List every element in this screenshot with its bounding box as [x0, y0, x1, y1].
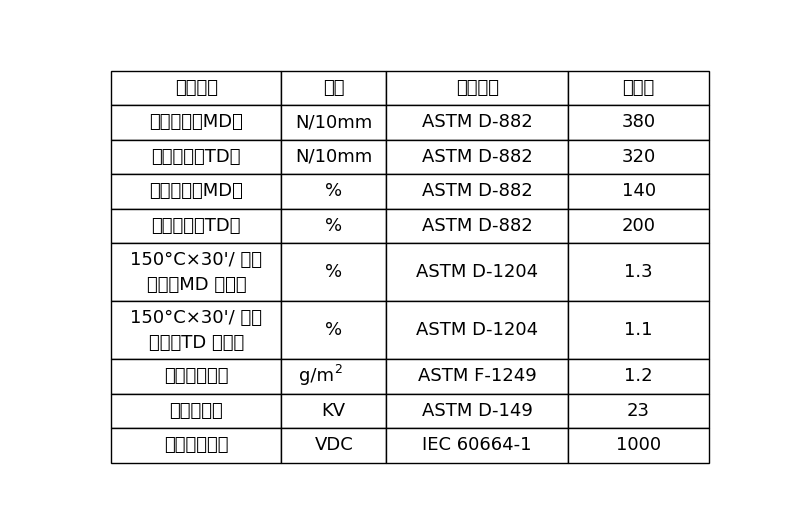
Text: ASTM F-1249: ASTM F-1249 — [418, 367, 537, 385]
Text: 150°C×30'/ 热收
缩性（MD 方向）: 150°C×30'/ 热收 缩性（MD 方向） — [130, 251, 262, 294]
Bar — [568, 359, 709, 394]
Bar — [111, 139, 282, 174]
Bar — [282, 301, 386, 359]
Text: %: % — [326, 321, 342, 339]
Text: ASTM D-1204: ASTM D-1204 — [416, 321, 538, 339]
Bar — [568, 71, 709, 105]
Text: 单位: 单位 — [323, 79, 345, 97]
Text: 破裂强度（MD）: 破裂强度（MD） — [150, 114, 243, 131]
Text: ASTM D-882: ASTM D-882 — [422, 148, 533, 166]
Text: 测试方法: 测试方法 — [456, 79, 498, 97]
Text: 1000: 1000 — [616, 436, 661, 455]
Bar — [111, 243, 282, 301]
Text: %: % — [326, 182, 342, 200]
Text: 局部放电测试: 局部放电测试 — [164, 436, 229, 455]
Bar — [568, 209, 709, 243]
Text: 破裂强度（TD）: 破裂强度（TD） — [151, 148, 241, 166]
Bar — [111, 394, 282, 428]
Bar — [282, 174, 386, 209]
Text: 耐电压测试: 耐电压测试 — [170, 402, 223, 420]
Bar — [568, 243, 709, 301]
Text: VDC: VDC — [314, 436, 353, 455]
Bar — [386, 243, 568, 301]
Bar — [386, 359, 568, 394]
Bar — [386, 71, 568, 105]
Bar — [568, 301, 709, 359]
Bar — [568, 105, 709, 139]
Bar — [568, 139, 709, 174]
Bar — [282, 71, 386, 105]
Text: %: % — [326, 263, 342, 281]
Text: 380: 380 — [622, 114, 656, 131]
Bar — [386, 105, 568, 139]
Bar — [282, 139, 386, 174]
Text: 破断强度（MD）: 破断强度（MD） — [150, 182, 243, 200]
Text: ASTM D-149: ASTM D-149 — [422, 402, 533, 420]
Text: 1.1: 1.1 — [624, 321, 653, 339]
Bar — [386, 174, 568, 209]
Bar — [282, 243, 386, 301]
Text: 测试项目: 测试项目 — [175, 79, 218, 97]
Bar — [282, 394, 386, 428]
Text: ASTM D-1204: ASTM D-1204 — [416, 263, 538, 281]
Bar — [386, 301, 568, 359]
Bar — [568, 394, 709, 428]
Text: ASTM D-882: ASTM D-882 — [422, 114, 533, 131]
Text: N/10mm: N/10mm — [295, 148, 373, 166]
Text: %: % — [326, 217, 342, 235]
Text: 水蒸气渗透率: 水蒸气渗透率 — [164, 367, 229, 385]
Bar — [111, 359, 282, 394]
Bar — [282, 209, 386, 243]
Bar — [386, 428, 568, 463]
Bar — [111, 209, 282, 243]
Text: ASTM D-882: ASTM D-882 — [422, 217, 533, 235]
Text: 150°C×30'/ 热收
缩性（TD 方向）: 150°C×30'/ 热收 缩性（TD 方向） — [130, 309, 262, 352]
Bar — [568, 174, 709, 209]
Bar — [282, 105, 386, 139]
Bar — [111, 105, 282, 139]
Bar — [111, 428, 282, 463]
Text: 测试值: 测试值 — [622, 79, 654, 97]
Text: 破断强度（TD）: 破断强度（TD） — [151, 217, 241, 235]
Text: 140: 140 — [622, 182, 656, 200]
Bar — [386, 139, 568, 174]
Text: IEC 60664-1: IEC 60664-1 — [422, 436, 532, 455]
Text: g/m: g/m — [298, 367, 334, 385]
Bar — [386, 394, 568, 428]
Text: 1.2: 1.2 — [624, 367, 653, 385]
Text: 2: 2 — [334, 363, 342, 376]
Text: KV: KV — [322, 402, 346, 420]
Text: 200: 200 — [622, 217, 656, 235]
Bar — [111, 174, 282, 209]
Bar — [111, 301, 282, 359]
Text: ASTM D-882: ASTM D-882 — [422, 182, 533, 200]
Text: 320: 320 — [622, 148, 656, 166]
Text: 1.3: 1.3 — [624, 263, 653, 281]
Text: N/10mm: N/10mm — [295, 114, 373, 131]
Bar — [111, 71, 282, 105]
Bar — [568, 428, 709, 463]
Bar — [386, 209, 568, 243]
Bar — [282, 428, 386, 463]
Bar — [282, 359, 386, 394]
Text: 23: 23 — [627, 402, 650, 420]
